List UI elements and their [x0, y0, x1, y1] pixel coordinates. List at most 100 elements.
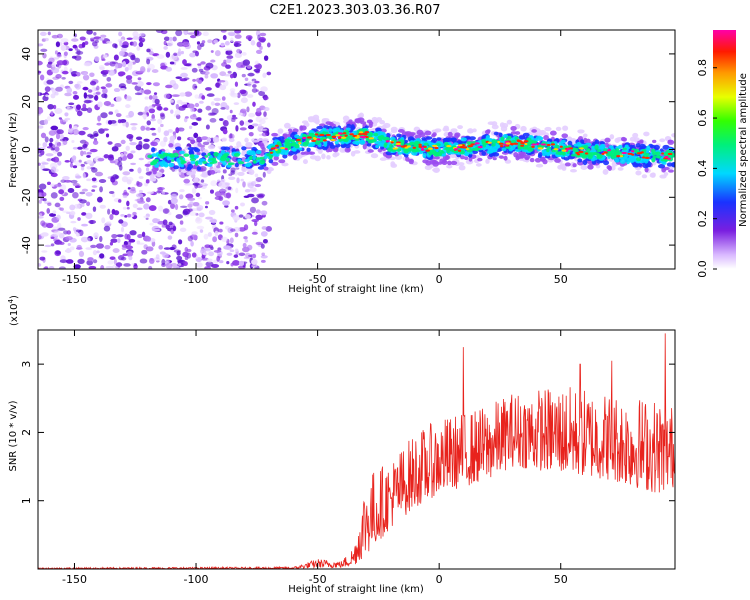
spectrogram-panel: -150 -100 -50 0 50 -40 -20 0 20 40 Height of stra… [8, 29, 676, 295]
signal-blob [432, 132, 437, 137]
signal-blob [582, 133, 588, 138]
noise-blob [91, 185, 98, 188]
signal-blob [667, 169, 674, 173]
signal-blob [387, 147, 393, 152]
noise-blob [120, 118, 127, 123]
noise-blob [71, 38, 79, 42]
noise-blob [141, 249, 148, 255]
signal-blob [370, 153, 379, 159]
noise-blob [46, 116, 51, 122]
noise-blob [195, 50, 200, 57]
noise-blob [42, 142, 48, 148]
signal-core [457, 149, 462, 152]
noise-blob [239, 202, 245, 207]
signal-blob [655, 151, 661, 156]
noise-blob [130, 122, 138, 126]
noise-blob [179, 227, 187, 232]
noise-blob [220, 30, 227, 33]
signal-blob [300, 125, 307, 131]
noise-blob [228, 173, 233, 177]
noise-blob [177, 171, 182, 176]
noise-blob [205, 62, 214, 69]
noise-blob [92, 130, 99, 138]
noise-blob [136, 207, 143, 211]
signal-blob [355, 140, 360, 146]
noise-blob [136, 70, 145, 74]
noise-blob [89, 219, 94, 225]
noise-blob [132, 203, 138, 209]
noise-blob [162, 219, 168, 226]
signal-core [428, 147, 433, 150]
noise-blob [183, 77, 190, 80]
signal-core [621, 151, 627, 155]
noise-blob [76, 81, 83, 84]
signal-blob [155, 171, 163, 178]
noise-blob [130, 54, 136, 61]
signal-blob [662, 166, 670, 171]
noise-blob [194, 94, 199, 99]
noise-blob [115, 113, 122, 118]
noise-blob [217, 170, 221, 174]
signal-blob [259, 159, 266, 165]
snr-xtick-label: -150 [62, 573, 87, 586]
noise-blob [258, 123, 262, 127]
noise-blob [141, 113, 148, 118]
signal-blob [443, 141, 449, 146]
signal-blob [260, 143, 265, 150]
snr-data [38, 333, 675, 569]
noise-blob [201, 95, 206, 100]
noise-blob [71, 55, 77, 59]
signal-blob [450, 160, 458, 166]
noise-blob [78, 159, 82, 163]
noise-blob [260, 128, 267, 131]
noise-blob [128, 255, 133, 261]
noise-blob [251, 219, 259, 223]
noise-blob [237, 92, 241, 99]
signal-blob [460, 137, 467, 142]
signal-core [457, 146, 461, 149]
noise-blob [232, 259, 240, 266]
noise-blob [80, 163, 86, 167]
signal-blob [383, 143, 387, 148]
noise-blob [261, 226, 267, 230]
signal-blob [303, 151, 311, 155]
colorbar-gradient [713, 30, 736, 269]
noise-blob [259, 118, 266, 125]
signal-blob [196, 166, 202, 171]
noise-blob [40, 220, 46, 227]
noise-blob [205, 87, 212, 91]
noise-blob [182, 59, 187, 65]
noise-blob [165, 224, 171, 230]
noise-blob [184, 116, 189, 119]
noise-blob [212, 236, 218, 243]
noise-blob [90, 39, 95, 42]
noise-blob [81, 42, 86, 48]
signal-blob [248, 169, 255, 176]
signal-blob [515, 154, 523, 160]
signal-blob [580, 164, 588, 170]
noise-blob [71, 139, 75, 143]
noise-blob [146, 120, 151, 126]
signal-blob [425, 136, 433, 140]
signal-core [342, 132, 347, 135]
noise-blob [152, 82, 160, 87]
noise-blob [87, 257, 94, 262]
noise-blob [246, 244, 253, 251]
noise-blob [105, 83, 113, 88]
noise-blob [136, 46, 141, 51]
noise-blob [160, 123, 164, 128]
signal-blob [514, 131, 521, 135]
noise-blob [246, 65, 252, 69]
noise-blob [153, 92, 158, 96]
signal-core [280, 146, 286, 150]
signal-blob [354, 118, 360, 123]
signal-blob [339, 147, 346, 153]
signal-blob [271, 132, 278, 137]
snr-scale-prefix: (x10 [9, 303, 20, 326]
noise-blob [244, 239, 249, 243]
noise-blob [183, 117, 188, 123]
signal-blob [189, 154, 195, 159]
noise-blob [86, 151, 92, 155]
signal-blob [446, 164, 453, 169]
noise-blob [185, 193, 194, 199]
